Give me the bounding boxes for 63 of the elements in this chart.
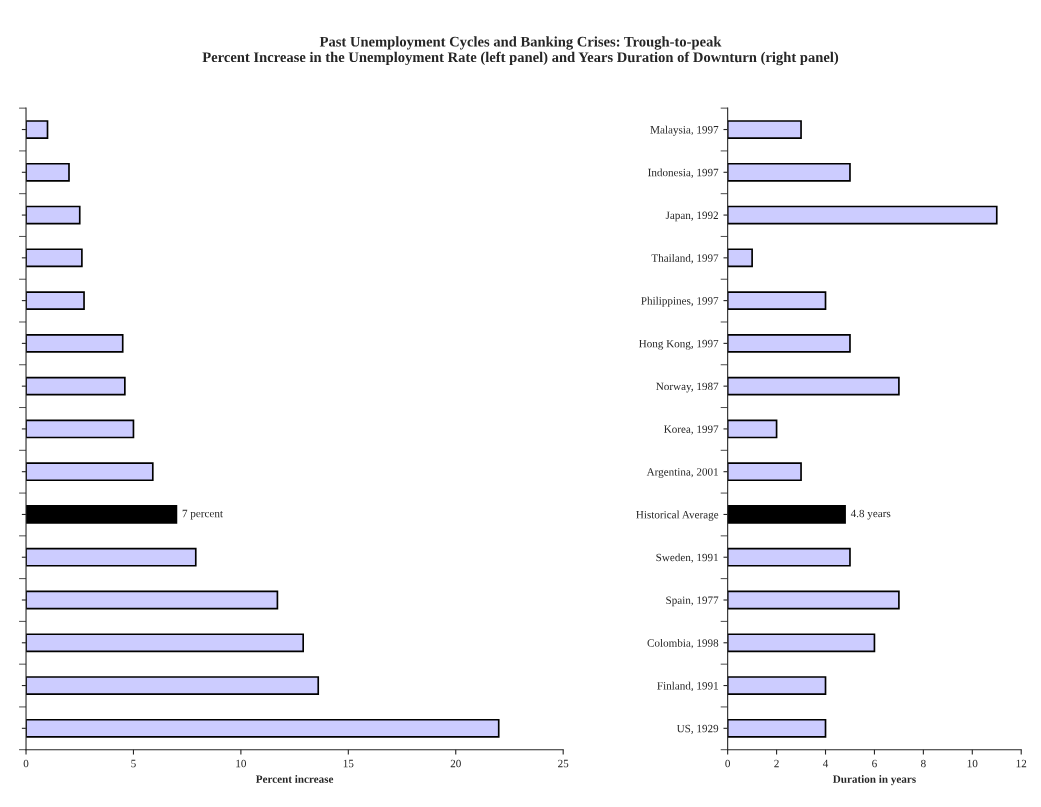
bar xyxy=(26,547,197,567)
bar xyxy=(26,505,178,524)
y-tick-label: Colombia, 1998 xyxy=(647,638,719,649)
annotation: 7 percent xyxy=(182,509,223,520)
bar xyxy=(26,333,124,353)
x-axis-title: Duration in years xyxy=(832,775,916,786)
y-tick-label: Indonesia, 1997 xyxy=(648,168,719,178)
bar xyxy=(26,419,135,439)
y-tick-label: Thailand, 1997 xyxy=(651,253,719,264)
bar xyxy=(26,162,70,182)
x-tick-label: 25 xyxy=(558,759,569,768)
bar xyxy=(727,718,827,738)
bar xyxy=(727,291,827,310)
bar xyxy=(727,205,998,225)
x-tick-label: 15 xyxy=(343,759,354,768)
bar xyxy=(727,462,802,482)
bar xyxy=(26,291,85,310)
x-tick-label: 4 xyxy=(822,759,829,768)
annotation: 4.8 years xyxy=(850,509,891,520)
y-tick-label: Finland, 1991 xyxy=(657,681,718,692)
x-tick-label: 0 xyxy=(725,759,731,768)
bar xyxy=(26,205,81,225)
bar xyxy=(727,248,753,268)
y-tick-label: Philippines, 1997 xyxy=(641,296,719,307)
y-tick-label: Sweden, 1991 xyxy=(656,553,718,563)
x-axis-title: Percent increase xyxy=(255,775,334,783)
y-tick-label: Spain, 1977 xyxy=(666,596,719,607)
y-tick-label: Argentina, 2001 xyxy=(646,468,718,478)
x-tick-label: 5 xyxy=(131,759,136,768)
y-tick-label: Korea, 1997 xyxy=(664,425,719,435)
x-tick-label: 10 xyxy=(967,759,978,768)
bar xyxy=(727,676,827,695)
bar xyxy=(26,718,500,738)
bar xyxy=(26,376,126,396)
bar xyxy=(26,590,279,610)
x-tick-label: 12 xyxy=(1016,759,1027,768)
bar xyxy=(727,590,900,610)
bar xyxy=(26,633,305,653)
bar xyxy=(26,120,49,139)
bar xyxy=(727,419,778,439)
y-tick-label: Norway, 1987 xyxy=(656,382,719,393)
bar xyxy=(26,248,83,268)
y-tick-label: Historical Average xyxy=(636,510,719,521)
bar xyxy=(727,633,876,653)
bar xyxy=(727,120,802,139)
bar xyxy=(727,162,851,182)
x-tick-label: 20 xyxy=(450,759,461,768)
x-tick-label: 8 xyxy=(921,759,926,768)
x-tick-label: 10 xyxy=(236,759,247,768)
bar xyxy=(727,505,846,524)
x-tick-label: 2 xyxy=(774,759,779,768)
bar xyxy=(727,547,851,567)
x-tick-label: 0 xyxy=(23,759,29,768)
chart-title: Past Unemployment Cycles and Banking Crises: Trough-to-peak Percent Increase in the Unemployment Rate (left panel) and Years Duration of Downturn (right panel) xyxy=(202,36,839,66)
y-tick-label: Hong Kong, 1997 xyxy=(639,339,719,350)
y-tick-label: US, 1929 xyxy=(676,724,719,734)
bar xyxy=(727,376,900,396)
y-tick-label: Japan, 1992 xyxy=(665,211,719,222)
x-tick-label: 6 xyxy=(872,759,877,768)
bar xyxy=(727,333,851,353)
y-tick-label: Malaysia, 1997 xyxy=(650,125,719,136)
bar xyxy=(26,462,154,482)
bar xyxy=(26,676,320,695)
